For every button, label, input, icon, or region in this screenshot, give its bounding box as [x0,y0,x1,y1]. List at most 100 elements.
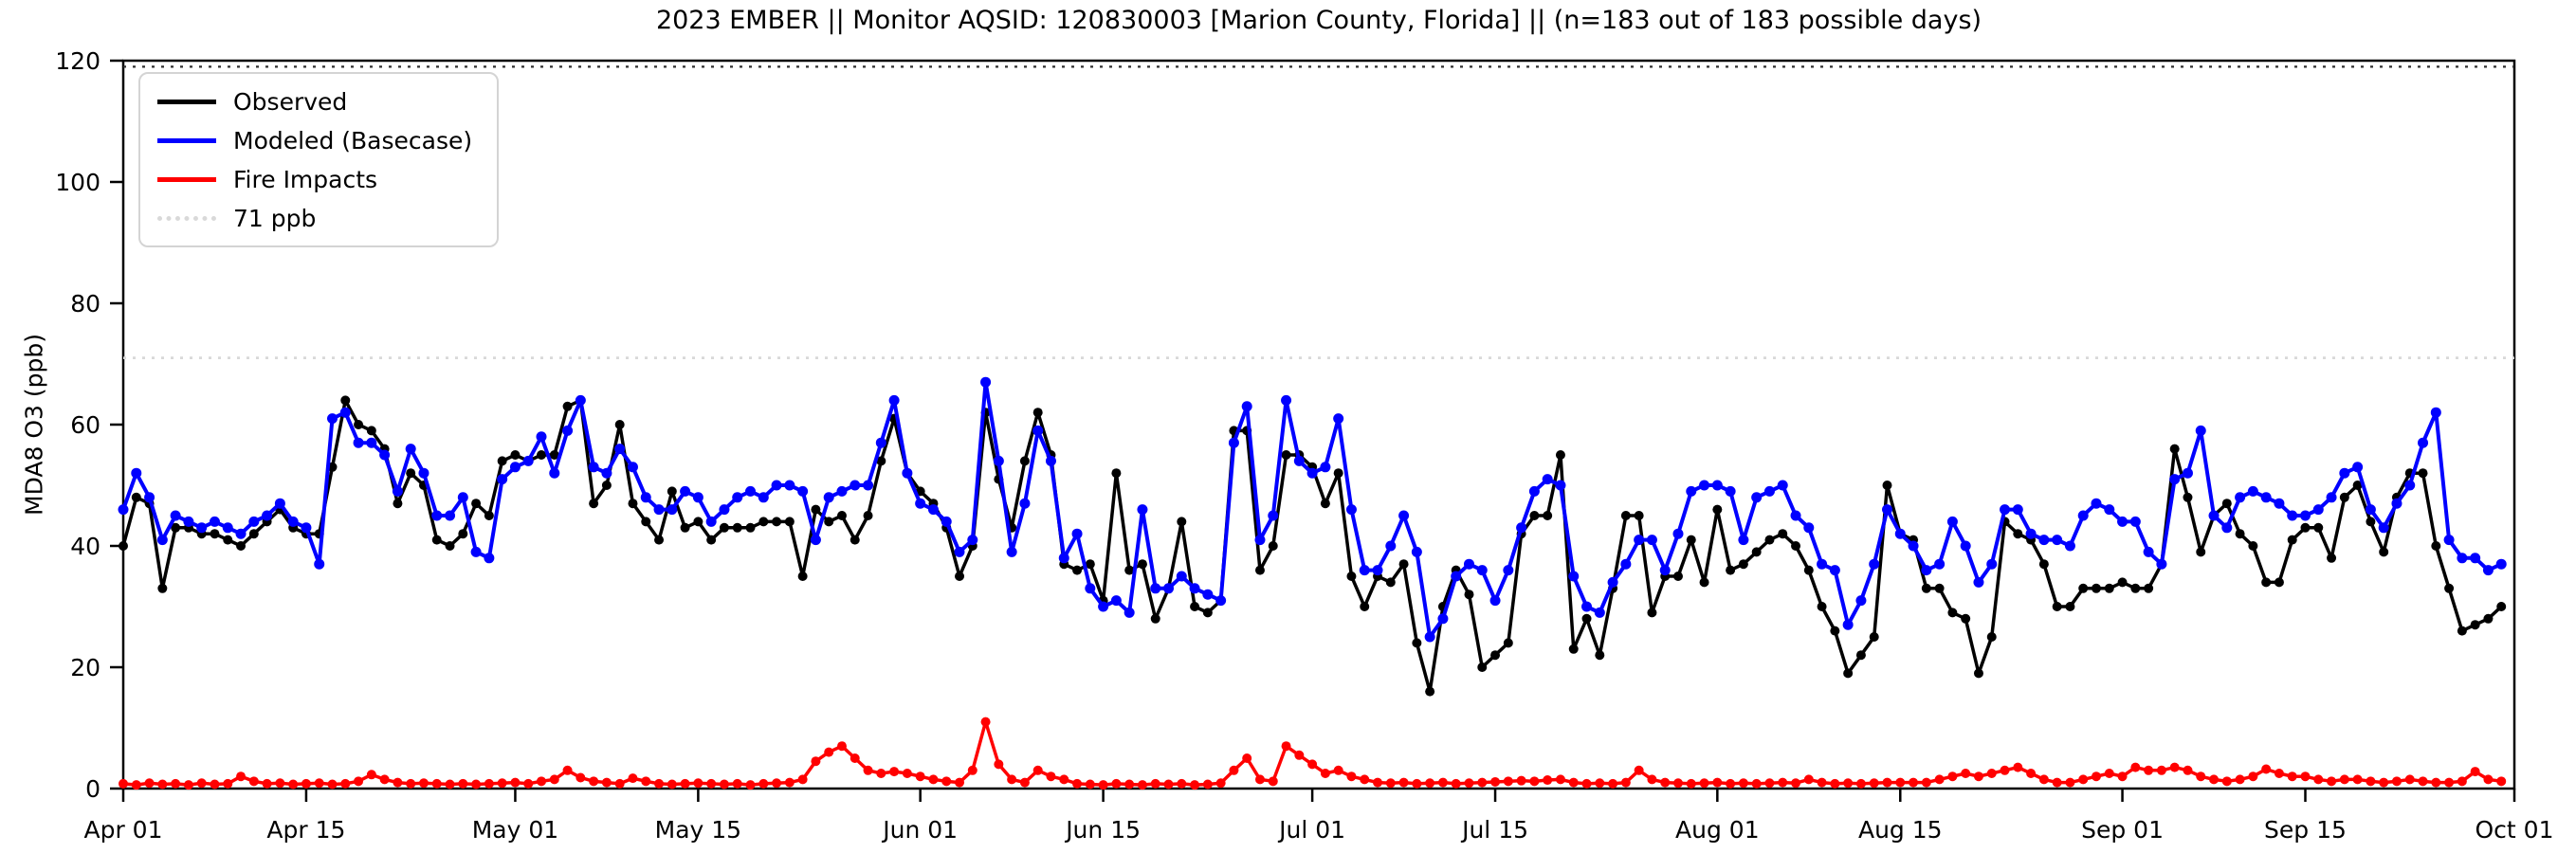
series-marker [1320,769,1330,778]
series-marker [1934,774,1945,785]
series-marker [497,778,507,789]
series-marker [1177,517,1187,527]
series-marker [1111,778,1122,789]
series-marker [588,462,599,473]
series-marker [2052,535,2063,546]
legend-box: Observed Modeled (Basecase) Fire Impacts… [138,72,500,247]
series-marker [223,778,233,789]
series-marker [745,485,757,497]
series-marker [1007,774,1017,785]
series-marker [327,779,338,789]
series-marker [1019,456,1030,466]
series-marker [980,717,991,727]
series-marker [1608,778,1618,789]
series-marker [2195,425,2206,436]
series-marker [2339,467,2350,479]
series-marker [1241,401,1252,412]
series-marker [431,535,442,545]
series-marker [2443,535,2455,546]
x-tick-label: Aug 01 [1675,816,1760,844]
series-marker [1543,775,1553,786]
legend-label-modeled: Modeled (Basecase) [233,126,473,154]
series-marker [1646,535,1657,546]
series-marker [601,777,612,788]
series-marker [902,467,913,479]
series-marker [562,425,574,436]
series-marker [2235,774,2245,785]
series-marker [2287,510,2298,521]
series-marker [445,779,455,789]
series-marker [575,772,586,783]
y-tick-label: 0 [85,775,100,803]
series-marker [680,522,690,533]
series-marker [144,778,155,789]
series-marker [156,535,168,546]
series-marker [836,511,847,520]
series-marker [1516,522,1527,534]
series-marker [1503,565,1514,576]
series-marker [392,485,403,497]
series-marker [470,546,482,557]
series-marker [850,480,861,491]
series-marker [1268,776,1278,787]
series-marker [2312,504,2324,516]
series-marker [1947,608,1958,618]
y-tick-label: 80 [70,290,100,318]
series-marker [1528,485,1540,497]
series-marker [223,535,233,545]
series-marker [1451,778,1461,789]
x-tick-label: Jul 15 [1460,816,1528,844]
series-marker [1215,778,1226,789]
series-marker [1202,589,1214,600]
series-marker [457,492,468,503]
series-marker [431,510,443,521]
series-marker [2404,480,2416,491]
series-marker [406,468,416,479]
series-marker [1791,541,1801,551]
series-marker [824,747,834,757]
series-marker [1908,540,1919,552]
series-marker [2287,771,2297,782]
series-marker [2274,769,2284,778]
series-marker [680,485,691,497]
series-marker [1268,510,1279,521]
series-marker [510,777,521,788]
series-marker [1738,778,1748,789]
series-marker [1424,631,1435,643]
series-marker [393,777,403,788]
series-marker [314,558,325,570]
series-marker [1412,638,1422,648]
series-marker [641,517,651,527]
series-marker [1032,408,1043,418]
series-marker [2026,769,2037,778]
series-marker [1202,608,1213,618]
series-marker [549,467,560,479]
series-marker [758,778,769,789]
series-marker [1333,413,1344,425]
series-marker [471,779,482,789]
series-marker [692,492,703,503]
series-marker [1882,481,1892,490]
series-marker [2327,776,2337,787]
series-marker [222,522,233,534]
observed-line-swatch-icon [157,99,216,104]
series-marker [2300,771,2311,782]
series-marker [1177,778,1187,789]
series-marker [1947,771,1958,782]
series-marker [2196,547,2206,557]
series-marker [1921,565,1932,576]
fire-line-swatch-icon [157,176,216,182]
series-marker [1137,559,1147,570]
series-marker [236,771,247,782]
series-marker [797,774,808,785]
series-marker [1150,613,1160,624]
series-marker [536,431,547,443]
series-marker [2327,553,2337,563]
series-marker [1986,632,1997,642]
series-marker [1072,778,1083,789]
series-marker [810,535,821,546]
series-marker [784,480,795,491]
y-tick-label: 40 [70,533,100,560]
y-tick-label: 20 [70,654,100,681]
